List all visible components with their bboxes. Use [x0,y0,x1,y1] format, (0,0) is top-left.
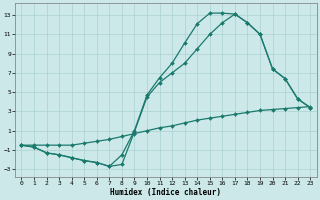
X-axis label: Humidex (Indice chaleur): Humidex (Indice chaleur) [110,188,221,197]
